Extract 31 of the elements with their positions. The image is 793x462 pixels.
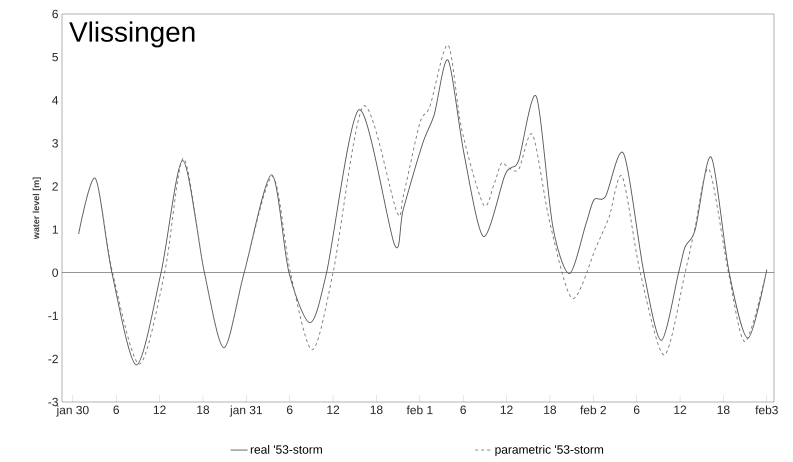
x-tick-label: feb 2	[580, 406, 606, 414]
x-tick-label: jan 30	[56, 406, 89, 417]
x-tick-label: 6	[460, 406, 466, 414]
y-tick-label: -3	[48, 398, 58, 406]
x-tick-label: 6	[634, 406, 640, 414]
y-tick-label: 0	[52, 268, 58, 277]
y-axis-title: water level [m]	[32, 177, 42, 240]
legend-label: parametric '53-storm	[495, 444, 604, 456]
x-tick-label: 6	[114, 406, 120, 414]
y-tick-label: 2	[52, 182, 58, 191]
x-tick-label: 6	[286, 406, 292, 414]
x-tick-label: 18	[544, 406, 556, 414]
x-tick-label: feb3	[755, 406, 778, 414]
y-tick-label: 6	[52, 10, 58, 18]
y-tick-label: 3	[52, 139, 58, 148]
x-tick-label: 12	[674, 406, 686, 414]
x-tick-label: 12	[500, 406, 513, 414]
y-tick-label: 5	[52, 52, 58, 62]
y-tick-label: -1	[48, 312, 58, 320]
x-tick-label: 12	[327, 406, 340, 414]
chart-title: Vlissingen	[69, 21, 194, 48]
x-tick-label: feb 1	[406, 406, 433, 414]
y-tick-label: 1	[52, 225, 58, 234]
y-tick-label: -2	[48, 354, 58, 364]
x-tick-label: 18	[718, 406, 730, 414]
x-tick-label: jan 31	[230, 406, 262, 417]
x-tick-label: 18	[197, 406, 210, 414]
legend-label: real '53-storm	[250, 444, 322, 454]
x-tick-label: 18	[370, 406, 383, 414]
y-tick-label: 4	[52, 96, 58, 104]
x-tick-label: 12	[154, 406, 166, 414]
